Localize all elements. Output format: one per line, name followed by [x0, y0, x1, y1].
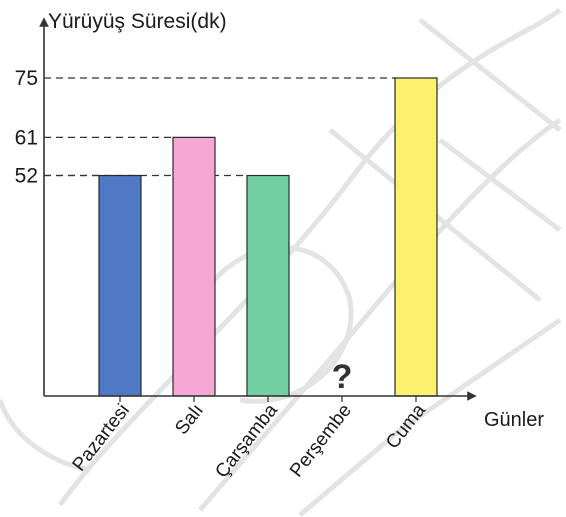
- x-axis-title: Günler: [484, 409, 544, 431]
- watermark-curve: [438, 138, 562, 232]
- y-axis-title: Yürüyüş Süresi(dk): [48, 10, 227, 33]
- x-tick-label: Cuma: [382, 400, 430, 453]
- y-tick-label: 61: [15, 126, 38, 149]
- guide-lines: [44, 77, 395, 177]
- watermark-curve: [57, 7, 562, 507]
- x-tick-label: Salı: [171, 400, 208, 439]
- watermark-curve: [418, 18, 562, 132]
- x-tick-label: Perşembe: [286, 400, 356, 481]
- bar-0: [98, 174, 142, 397]
- watermark-curve: [198, 117, 562, 512]
- x-tick-labels: Pazartesi Salı Çarşamba Perşembe Cuma: [69, 396, 430, 482]
- bar-1: [172, 136, 216, 397]
- bars: ?: [98, 77, 438, 397]
- watermark-curve: [298, 317, 562, 517]
- unknown-value-marker: ?: [332, 358, 353, 396]
- x-tick-label: Çarşamba: [211, 400, 282, 482]
- x-tick-label: Pazartesi: [69, 400, 134, 475]
- watermark-curve: [0, 399, 91, 473]
- bar-4: [394, 77, 438, 397]
- y-tick-label: 52: [15, 165, 38, 188]
- y-tick-label: 75: [15, 67, 38, 90]
- y-tick-labels: 52 61 75: [15, 67, 38, 188]
- bar-2: [246, 174, 290, 397]
